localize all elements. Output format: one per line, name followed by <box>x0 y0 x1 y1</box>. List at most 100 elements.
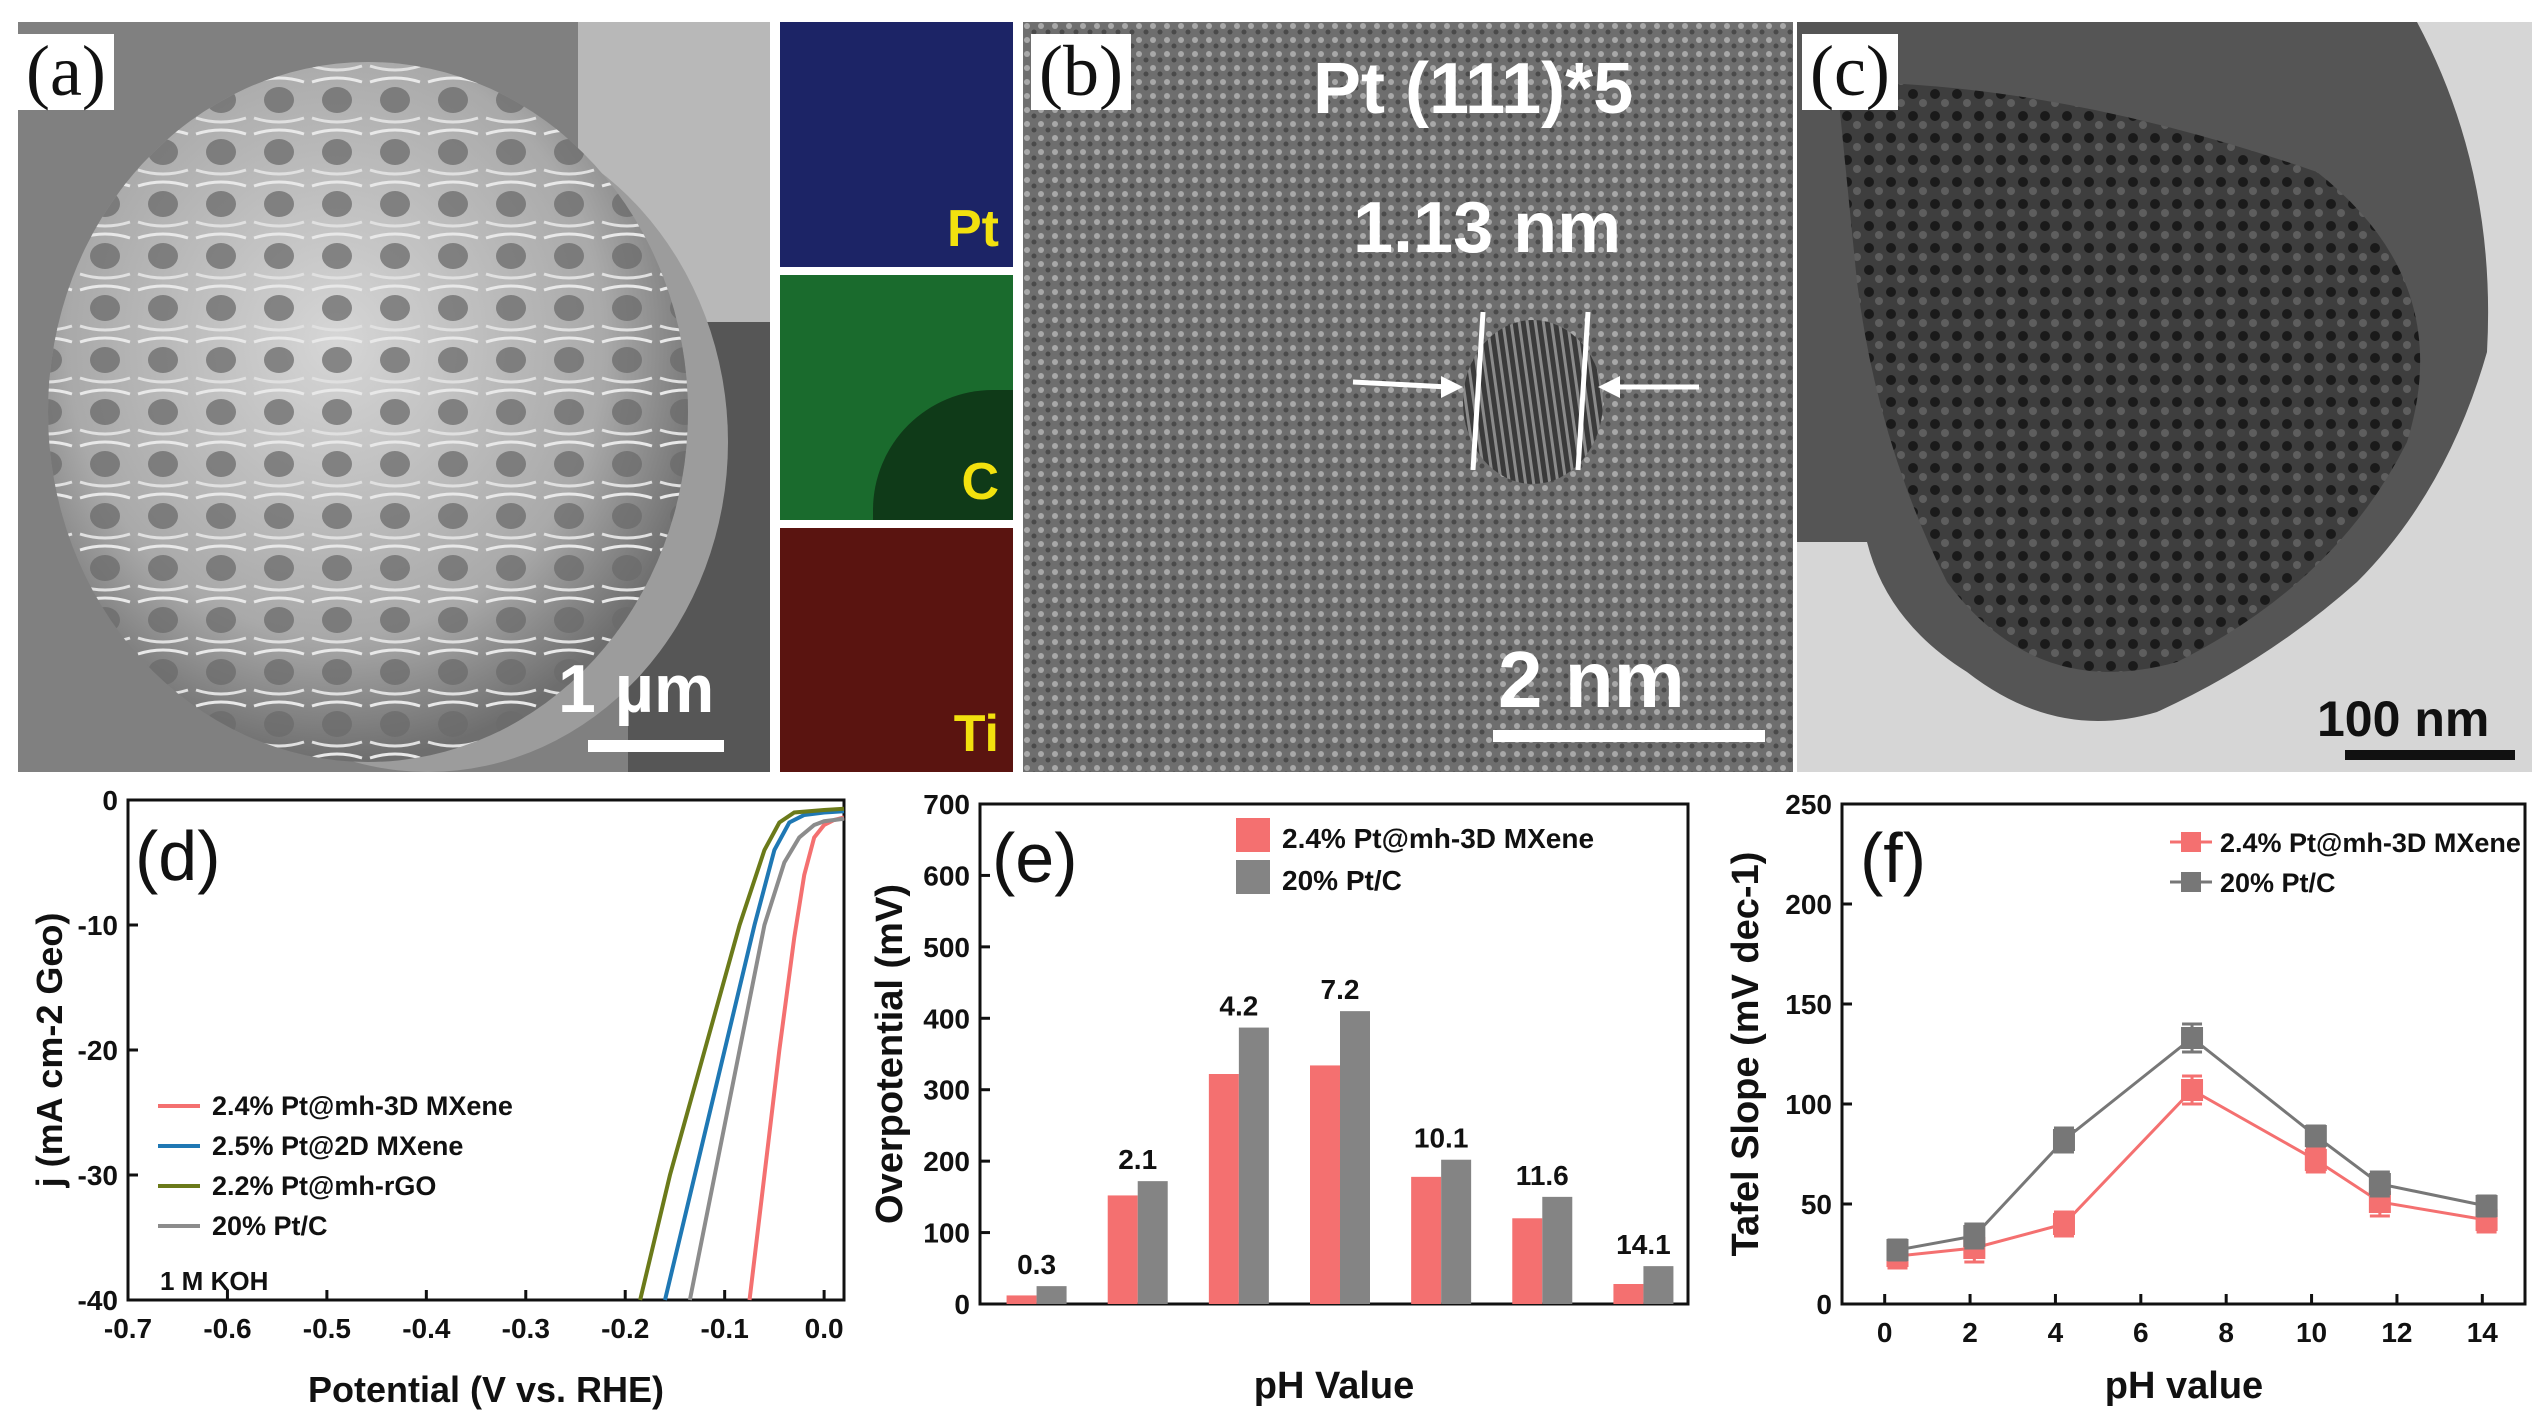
scalebar-a <box>588 740 724 752</box>
eds-label-ti: Ti <box>953 705 999 763</box>
bar-20-pt-c <box>1441 1159 1472 1304</box>
scalebar-label-b: 2 nm <box>1498 635 1685 724</box>
data-point-20-pt-c <box>2368 1173 2391 1195</box>
data-point-20-pt-c <box>2052 1129 2075 1151</box>
bar-20-pt-c <box>1542 1196 1573 1304</box>
scalebar-label-c: 100 nm <box>2317 691 2490 747</box>
y-tick-label: -40 <box>78 1285 118 1316</box>
x-tick-label: 12 <box>2381 1317 2412 1348</box>
series-line-2-5-pt-2d-mxene <box>663 809 845 1301</box>
y-tick-label: 600 <box>923 860 970 891</box>
legend-label: 20% Pt/C <box>1282 865 1402 896</box>
category-label: 2.1 <box>1118 1144 1157 1175</box>
data-point-20-pt-c <box>1963 1225 1986 1247</box>
legend-swatch <box>1236 818 1270 852</box>
y-tick-label: 400 <box>923 1003 970 1034</box>
x-tick-label: 0 <box>1877 1317 1893 1348</box>
eds-map-c: C <box>780 275 1013 520</box>
y-tick-label: 0 <box>102 785 118 816</box>
sem-image-a <box>18 22 770 772</box>
x-tick-label: 2 <box>1962 1317 1978 1348</box>
chart-e-overpotential: 0 100 200 300 400 500 600 700 0.3 2.1 4.2 7.2 10.1 1… <box>869 789 1690 1407</box>
data-point-20-pt-c <box>2475 1195 2498 1217</box>
x-tick-label: 8 <box>2218 1317 2234 1348</box>
data-point-2-4-pt-mh-3d-mxene <box>2052 1213 2075 1235</box>
y-tick-label: 300 <box>923 1075 970 1106</box>
category-label: 11.6 <box>1516 1160 1569 1191</box>
y-tick-label: 200 <box>1785 889 1832 920</box>
chart-f-frame <box>1840 802 2527 1306</box>
panel-a-sem-image: (a) 1 µm <box>18 22 770 772</box>
panel-c-tem-image: (c) 100 nm <box>1797 22 2532 772</box>
bar-20-pt-c <box>1036 1286 1067 1304</box>
category-label: 0.3 <box>1017 1249 1056 1280</box>
bar-2-4-pt-mh-3d-mxene <box>1613 1284 1644 1304</box>
eds-label-c: C <box>961 453 999 511</box>
x-tick-label: -0.7 <box>104 1313 152 1344</box>
x-tick-label: -0.6 <box>203 1313 251 1344</box>
x-tick-label: 6 <box>2133 1317 2149 1348</box>
panel-c-label: (c) <box>1802 33 1898 110</box>
bar-20-pt-c <box>1340 1011 1370 1304</box>
series-line-2-2-pt-mh-rgo <box>638 806 845 1301</box>
scalebar-c <box>2345 750 2515 760</box>
eds-map-pt: Pt <box>780 22 1013 267</box>
panel-f-label: (f) <box>1860 819 1926 897</box>
data-point-20-pt-c <box>2181 1027 2204 1049</box>
x-tick-label: -0.2 <box>601 1313 649 1344</box>
data-point-2-4-pt-mh-3d-mxene <box>2181 1079 2204 1101</box>
spacing-label-b: 1.13 nm <box>1353 188 1622 268</box>
data-point-2-4-pt-mh-3d-mxene <box>2304 1149 2327 1171</box>
eds-map-ti: Ti <box>780 528 1013 772</box>
y-tick-label: -30 <box>78 1160 118 1191</box>
legend-label: 2.5% Pt@2D MXene <box>212 1131 463 1161</box>
bar-2-4-pt-mh-3d-mxene <box>1411 1176 1442 1304</box>
data-point-20-pt-c <box>2304 1125 2327 1147</box>
legend-marker <box>2181 832 2201 852</box>
chart-f-tafel: 0 2 4 6 8 10 12 14 0 50 100 150 200 250 2.4% Pt@mh-3D… <box>1725 789 2527 1407</box>
bar-20-pt-c <box>1137 1181 1168 1304</box>
bar-20-pt-c <box>1643 1266 1674 1304</box>
y-tick-label: 500 <box>923 932 970 963</box>
legend-label: 2.4% Pt@mh-3D MXene <box>1282 823 1594 854</box>
legend-label: 20% Pt/C <box>212 1211 328 1241</box>
chart-d-annotation: 1 M KOH <box>160 1266 268 1296</box>
y-tick-label: 200 <box>923 1146 970 1177</box>
category-label: 7.2 <box>1321 974 1360 1005</box>
eds-label-pt: Pt <box>947 200 999 258</box>
y-tick-label: 0 <box>1816 1289 1832 1320</box>
bar-2-4-pt-mh-3d-mxene <box>1512 1218 1543 1304</box>
y-tick-label: 700 <box>923 789 970 820</box>
series-line-2-4-pt-mh-3d-mxene <box>1897 1088 2487 1258</box>
y-tick-label: 250 <box>1785 789 1832 820</box>
legend-marker <box>2181 872 2201 892</box>
panel-b-hrtem-image: (b) Pt (111)*5 1.13 nm 2 nm <box>1023 22 1793 772</box>
x-tick-label: -0.3 <box>502 1313 550 1344</box>
category-label: 14.1 <box>1616 1229 1671 1260</box>
bar-2-4-pt-mh-3d-mxene <box>1006 1295 1037 1304</box>
bar-2-4-pt-mh-3d-mxene <box>1208 1074 1239 1304</box>
x-tick-label: 10 <box>2296 1317 2327 1348</box>
chart-f-ylabel: Tafel Slope (mV dec-1) <box>1725 852 1767 1257</box>
x-tick-label: -0.4 <box>402 1313 451 1344</box>
hrtem-image-b <box>1023 22 1793 772</box>
chart-e-xlabel: pH Value <box>1254 1365 1415 1407</box>
legend-label: 20% Pt/C <box>2220 868 2336 898</box>
panel-b-label: (b) <box>1031 33 1131 110</box>
category-label: 4.2 <box>1219 991 1258 1022</box>
scalebar-b <box>1493 730 1765 742</box>
data-point-20-pt-c <box>1886 1239 1909 1261</box>
x-tick-label: 4 <box>2048 1317 2064 1348</box>
legend-swatch <box>1236 860 1270 894</box>
lattice-label-b: Pt (111)*5 <box>1313 49 1634 129</box>
chart-f-xlabel: pH value <box>2105 1365 2263 1407</box>
y-tick-label: 50 <box>1801 1189 1832 1220</box>
tem-image-c <box>1797 22 2532 772</box>
bar-2-4-pt-mh-3d-mxene <box>1107 1195 1138 1304</box>
chart-d-xlabel: Potential (V vs. RHE) <box>308 1369 664 1410</box>
scalebar-label-a: 1 µm <box>558 651 715 727</box>
category-label: 10.1 <box>1414 1123 1469 1154</box>
panel-d-label: (d) <box>135 817 221 895</box>
bar-20-pt-c <box>1238 1027 1269 1304</box>
legend-label: 2.2% Pt@mh-rGO <box>212 1171 436 1201</box>
